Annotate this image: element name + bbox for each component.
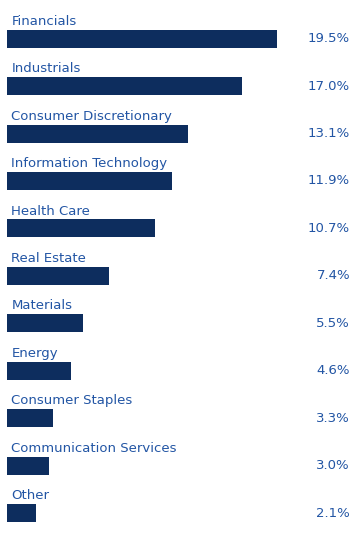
Text: 3.0%: 3.0% — [316, 459, 350, 472]
Text: Communication Services: Communication Services — [12, 442, 177, 455]
Text: Materials: Materials — [12, 299, 72, 312]
Text: 13.1%: 13.1% — [308, 127, 350, 140]
Text: Consumer Staples: Consumer Staples — [12, 394, 132, 408]
Text: Consumer Discretionary: Consumer Discretionary — [12, 109, 172, 123]
Bar — [7, 457, 49, 475]
Bar — [7, 315, 83, 333]
Text: Industrials: Industrials — [12, 62, 81, 75]
Text: 3.3%: 3.3% — [316, 412, 350, 424]
Text: 4.6%: 4.6% — [316, 364, 350, 377]
Text: 11.9%: 11.9% — [308, 174, 350, 188]
Bar — [7, 267, 109, 285]
Text: Financials: Financials — [12, 15, 77, 28]
Text: 19.5%: 19.5% — [308, 32, 350, 45]
Bar — [7, 409, 53, 427]
Bar — [7, 504, 36, 522]
Bar — [7, 30, 277, 48]
Bar — [7, 125, 188, 143]
Text: Real Estate: Real Estate — [12, 252, 86, 265]
Text: Information Technology: Information Technology — [12, 157, 167, 170]
Text: Energy: Energy — [12, 347, 58, 360]
Text: 5.5%: 5.5% — [316, 317, 350, 330]
Bar — [7, 219, 155, 237]
Text: 17.0%: 17.0% — [308, 80, 350, 92]
Text: 7.4%: 7.4% — [316, 269, 350, 282]
Text: 2.1%: 2.1% — [316, 507, 350, 520]
Text: 10.7%: 10.7% — [308, 222, 350, 235]
Text: Other: Other — [12, 489, 49, 502]
Text: Health Care: Health Care — [12, 205, 90, 218]
Bar — [7, 77, 242, 95]
Bar — [7, 172, 172, 190]
Bar — [7, 362, 71, 380]
